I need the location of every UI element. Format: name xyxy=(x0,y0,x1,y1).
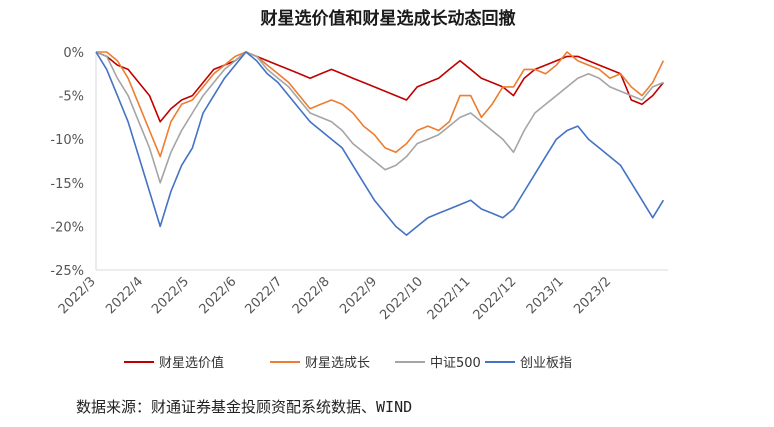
x-axis: 2022/3 2022/4 2022/5 2022/6 2022/7 2022/8 2022… xyxy=(56,269,668,323)
y-axis: 0% -5% -10% -15% -20% -25% xyxy=(50,46,97,279)
y-tick-label: -20% xyxy=(50,220,84,235)
y-tick-label: -10% xyxy=(50,133,84,148)
legend-label: 中证500 xyxy=(430,356,481,371)
x-tick-label: 2022/9 xyxy=(337,274,380,317)
x-tick-label: 2022/11 xyxy=(425,274,474,323)
y-tick-label: -25% xyxy=(50,264,84,279)
series-line xyxy=(95,51,665,236)
x-tick-label: 2022/4 xyxy=(103,274,146,317)
legend-label: 财星选价值 xyxy=(159,355,224,371)
chart-title: 财星选价值和财星选成长动态回撤 xyxy=(260,8,516,29)
series-line xyxy=(95,51,665,123)
x-tick-label: 2022/12 xyxy=(471,274,520,323)
y-tick-label: -15% xyxy=(50,177,84,192)
legend-label: 财星选成长 xyxy=(305,356,370,371)
source-note: 数据来源：财通证券基金投顾资配系统数据、WIND xyxy=(76,398,413,416)
x-tick-label: 2022/6 xyxy=(197,274,240,317)
x-tick-label: 2023/2 xyxy=(571,274,614,317)
x-tick-label: 2022/8 xyxy=(290,274,333,317)
legend-label: 创业板指 xyxy=(520,356,572,371)
legend: 财星选价值 财星选成长 中证500 创业板指 xyxy=(124,355,572,371)
x-tick-label: 2022/5 xyxy=(149,274,192,317)
y-tick-label: -5% xyxy=(59,90,84,105)
x-tick-label: 2022/10 xyxy=(377,274,426,323)
x-tick-label: 2023/1 xyxy=(524,274,567,317)
series-line xyxy=(96,51,665,158)
series-line xyxy=(95,51,664,184)
y-tick-label: 0% xyxy=(63,46,84,61)
x-tick-label: 2022/3 xyxy=(56,274,99,317)
x-tick-label: 2022/7 xyxy=(242,274,285,317)
plot-area xyxy=(95,51,665,236)
